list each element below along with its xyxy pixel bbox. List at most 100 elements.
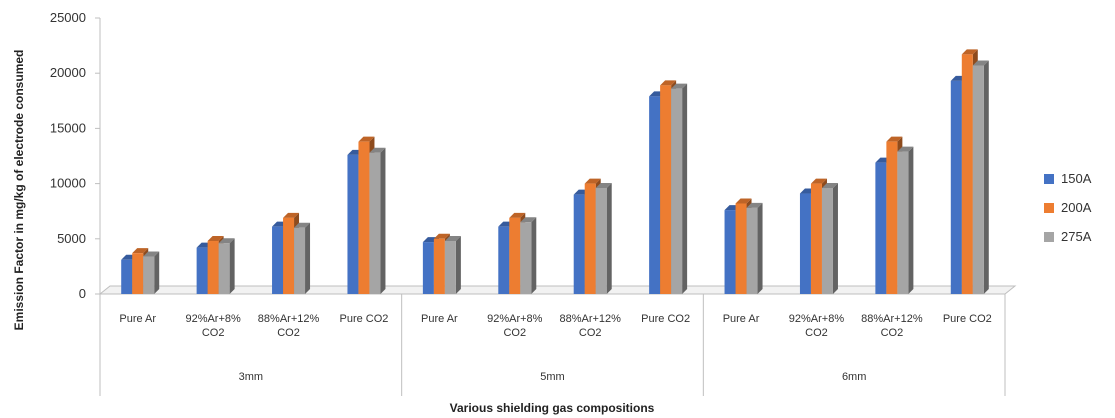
x-category-label: CO2 [202, 327, 225, 339]
bar [433, 238, 445, 294]
x-category-label: Pure Ar [421, 313, 458, 325]
bar [886, 141, 898, 294]
bar-side [455, 236, 461, 294]
x-category-label: CO2 [503, 327, 526, 339]
x-category-label: Pure CO2 [641, 313, 690, 325]
legend-label: 275A [1061, 229, 1092, 244]
bar-top [595, 183, 612, 189]
bar [875, 162, 887, 294]
x-category-label: Pure CO2 [339, 313, 388, 325]
bar [972, 65, 984, 294]
x-category-label: CO2 [277, 327, 300, 339]
bar-top [897, 146, 914, 152]
bar-top [283, 212, 300, 218]
bar [649, 96, 661, 294]
bar-top [132, 248, 149, 254]
y-tick-label: 25000 [50, 10, 86, 25]
y-tick-label: 0 [79, 286, 86, 301]
bar [132, 253, 144, 294]
bar-top [821, 183, 838, 189]
x-category-label: 92%Ar+8% [487, 313, 543, 325]
bar-side [531, 217, 537, 294]
legend-label: 200A [1061, 200, 1092, 215]
bar-side [983, 60, 989, 294]
bar-top [444, 236, 461, 242]
bar-top [735, 198, 752, 204]
bar [283, 217, 295, 294]
bar [810, 183, 822, 294]
bar [799, 193, 811, 294]
x-category-label: Pure Ar [723, 313, 760, 325]
axes [95, 17, 1017, 396]
x-category-label: 88%Ar+12% [258, 313, 320, 325]
x-category-label: 92%Ar+8% [185, 313, 241, 325]
bar-side [154, 251, 160, 294]
x-category-label: 92%Ar+8% [789, 313, 845, 325]
bar [347, 154, 359, 294]
bar-top [886, 136, 903, 142]
bar [671, 88, 683, 294]
bar-top [671, 83, 688, 89]
y-tick-label: 10000 [50, 176, 86, 191]
bar-top [433, 233, 450, 239]
bar-top [520, 217, 537, 223]
bar [584, 183, 596, 294]
bar [595, 188, 607, 294]
labels: 0 5000 10000 15000 20000 25000 Pure Ar 92%Ar+8%… [12, 10, 992, 415]
bar [121, 259, 133, 294]
bar [509, 217, 521, 294]
y-tick-label: 5000 [57, 231, 86, 246]
bar-top [207, 236, 224, 242]
bar-top [369, 147, 386, 153]
bar-side [757, 202, 763, 294]
x-category-label: Pure Ar [119, 313, 156, 325]
bar-top [972, 60, 989, 66]
x-category-label: CO2 [579, 327, 602, 339]
bar-side [305, 222, 311, 294]
bar [207, 241, 219, 294]
bar [444, 241, 456, 294]
bar-top [143, 251, 160, 257]
x-group-label: 3mm [239, 371, 263, 383]
bar-side [606, 183, 612, 294]
bar [218, 243, 230, 294]
bar [294, 227, 306, 294]
legend-label: 150A [1061, 171, 1092, 186]
bar [422, 242, 434, 294]
bar-top [660, 80, 677, 86]
x-category-label: 88%Ar+12% [861, 313, 923, 325]
bar [897, 151, 909, 294]
bar-top [746, 202, 763, 208]
bar-side [832, 183, 838, 294]
bar [950, 80, 962, 294]
bar-side [908, 146, 914, 294]
x-category-label: CO2 [881, 327, 904, 339]
bar [520, 222, 532, 294]
bars [121, 49, 989, 295]
bar-side [229, 238, 235, 294]
legend: 150A 200A 275A [1044, 171, 1092, 244]
bar [358, 141, 370, 294]
bar-top [294, 222, 311, 228]
y-tick-label: 15000 [50, 120, 86, 135]
bar-side [682, 83, 688, 294]
legend-swatch [1044, 232, 1054, 242]
x-group-label: 6mm [842, 371, 866, 383]
bar-top [358, 136, 375, 142]
bar [272, 226, 284, 294]
bar-top [584, 178, 601, 184]
bar [821, 188, 833, 294]
bar [961, 54, 973, 294]
bar [498, 226, 510, 294]
bar [746, 207, 758, 294]
bar [369, 152, 381, 294]
bar [573, 194, 585, 294]
x-category-label: Pure CO2 [943, 313, 992, 325]
bar-side [380, 147, 386, 294]
x-axis-title: Various shielding gas compositions [450, 401, 655, 415]
bar [735, 203, 747, 294]
x-group-label: 5mm [540, 371, 564, 383]
bar-top [810, 178, 827, 184]
legend-swatch [1044, 203, 1054, 213]
